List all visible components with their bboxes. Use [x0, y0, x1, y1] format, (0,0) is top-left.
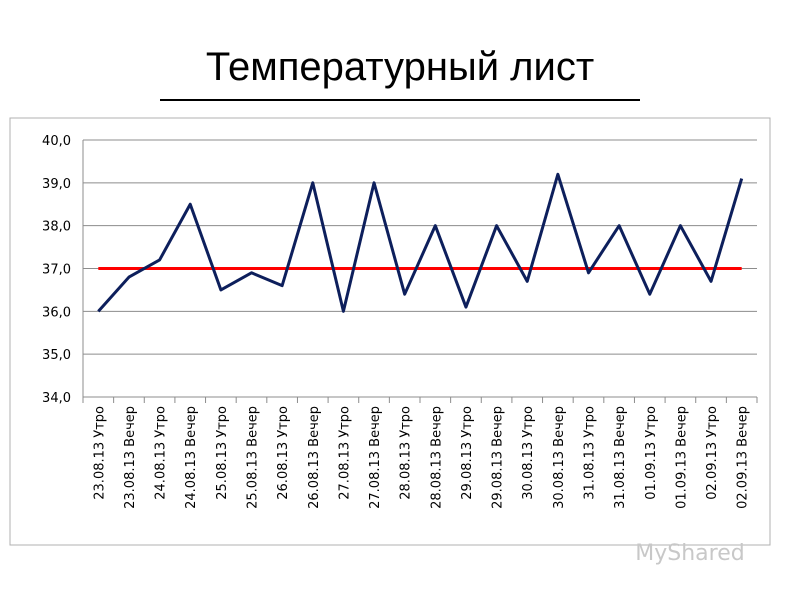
x-tick-label: 31.08.13 Утро	[583, 406, 598, 500]
x-tick-label: 28.08.13 Утро	[399, 406, 414, 500]
x-tick-label: 26.08.13 Утро	[276, 406, 291, 500]
watermark: MyShared	[635, 541, 744, 566]
y-tick-label: 35,0	[42, 348, 71, 363]
x-tick-label: 23.08.13 Вечер	[123, 406, 138, 509]
x-tick-label: 02.09.13 Вечер	[736, 406, 751, 509]
x-tick-label: 24.08.13 Утро	[154, 406, 169, 500]
x-tick-label: 30.08.13 Утро	[521, 406, 536, 500]
x-tick-label: 29.08.13 Вечер	[491, 406, 506, 509]
x-tick-label: 25.08.13 Утро	[215, 406, 230, 500]
x-tick-label: 31.08.13 Вечер	[613, 406, 628, 509]
x-tick-label: 01.09.13 Утро	[644, 406, 659, 500]
chart-frame	[9, 117, 771, 546]
x-tick-label: 25.08.13 Вечер	[246, 406, 261, 509]
x-tick-label: 27.08.13 Утро	[337, 406, 352, 500]
x-tick-label: 02.09.13 Утро	[705, 406, 720, 500]
x-tick-label: 30.08.13 Вечер	[552, 406, 567, 509]
y-tick-label: 40,0	[42, 134, 71, 149]
x-tick-label: 24.08.13 Вечер	[184, 406, 199, 509]
x-tick-label: 01.09.13 Вечер	[674, 406, 689, 509]
y-tick-label: 38,0	[42, 220, 71, 235]
page-title: Температурный лист	[206, 45, 594, 89]
x-tick-label: 26.08.13 Вечер	[307, 406, 322, 509]
x-tick-label: 23.08.13 Утро	[92, 406, 107, 500]
y-tick-label: 39,0	[42, 177, 71, 192]
x-tick-label: 29.08.13 Утро	[460, 406, 475, 500]
y-tick-label: 34,0	[42, 391, 71, 406]
y-tick-label: 36,0	[42, 305, 71, 320]
x-tick-label: 27.08.13 Вечер	[368, 406, 383, 509]
x-tick-label: 28.08.13 Вечер	[429, 406, 444, 509]
data-line	[97, 172, 744, 313]
y-tick-label: 37,0	[42, 263, 71, 278]
